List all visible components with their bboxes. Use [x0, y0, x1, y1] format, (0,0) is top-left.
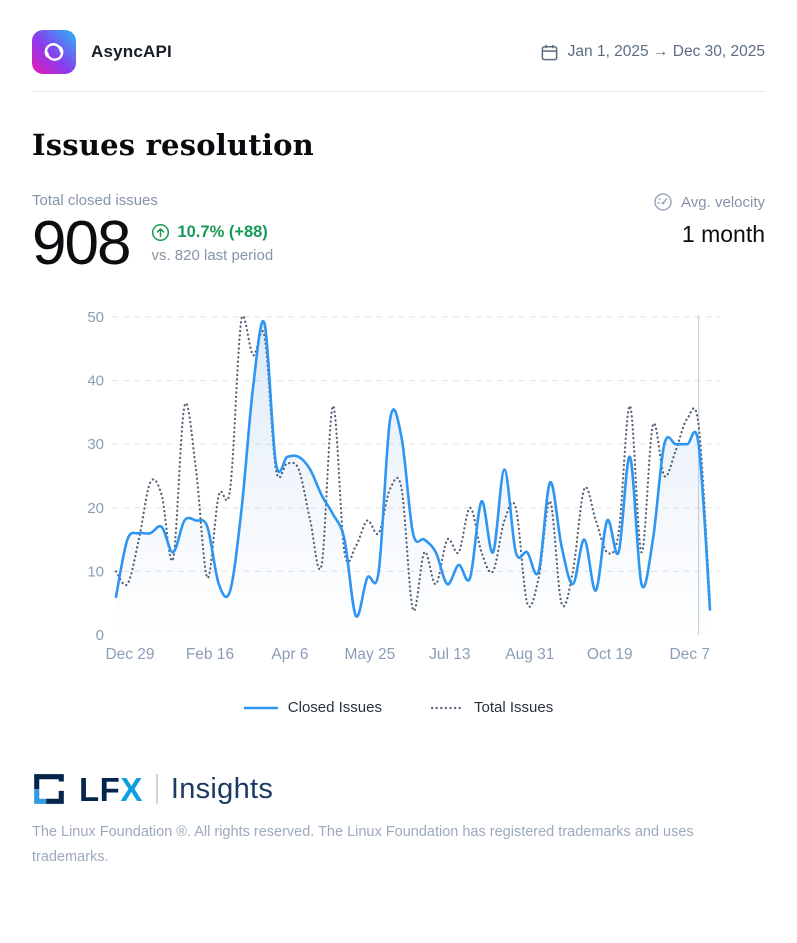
arrow-up-circle-icon: [152, 223, 170, 242]
chart-canvas[interactable]: 0 10 20 30 40 50 Dec 29 Feb 16 Apr 6 May 25 Jul 13…: [32, 303, 732, 667]
page-title: Issues resolution: [32, 128, 314, 162]
svg-text:Feb 16: Feb 16: [186, 646, 234, 663]
delta-percent: 10.7% (+88): [177, 223, 268, 241]
svg-text:May 25: May 25: [344, 646, 395, 663]
lfx-mark-icon: [34, 774, 64, 804]
svg-text:Dec 29: Dec 29: [105, 646, 154, 663]
svg-text:10: 10: [87, 563, 104, 580]
footer: LFX Insights The Linux Foundation ®. All…: [32, 772, 765, 869]
total-closed-label: Total closed issues: [32, 192, 158, 209]
legend-total-issues[interactable]: Total Issues: [430, 699, 553, 716]
copyright-text: The Linux Foundation ®. All rights reser…: [32, 824, 694, 865]
svg-text:Jul 13: Jul 13: [429, 646, 470, 663]
velocity-stat: Avg. velocity 1 month: [653, 192, 765, 248]
report-page: AsyncAPI Jan 1, 2025 → Dec 30, 2025 Issu…: [32, 30, 765, 869]
svg-text:40: 40: [87, 373, 104, 390]
svg-text:Dec 7: Dec 7: [669, 646, 710, 663]
solid-line-swatch-icon: [243, 706, 278, 709]
issues-chart: 0 10 20 30 40 50 Dec 29 Feb 16 Apr 6 May 25 Jul 13…: [32, 303, 765, 716]
svg-text:Oct 19: Oct 19: [587, 646, 633, 663]
dotted-line-swatch-icon: [430, 706, 464, 709]
lfx-wordmark: LFX: [79, 770, 143, 808]
svg-text:Apr 6: Apr 6: [271, 646, 308, 663]
svg-text:50: 50: [87, 309, 104, 326]
asyncapi-logo-icon: [32, 30, 76, 74]
logo-divider: [155, 774, 158, 804]
svg-text:30: 30: [87, 436, 104, 453]
insights-wordmark: Insights: [170, 772, 274, 805]
legend-total-label: Total Issues: [474, 699, 554, 716]
delta-comparison: vs. 820 last period: [151, 247, 274, 264]
org-name: AsyncAPI: [91, 42, 172, 61]
chart-legend: Closed Issues Total Issues: [32, 699, 765, 716]
date-range-label: Jan 1, 2025 → Dec 30, 2025: [567, 43, 765, 60]
total-closed-stat: Total closed issues 908 10.7% (+88) vs. …: [32, 192, 273, 275]
svg-text:20: 20: [87, 500, 104, 517]
header: AsyncAPI Jan 1, 2025 → Dec 30, 2025: [32, 30, 765, 74]
svg-text:0: 0: [96, 627, 104, 644]
lfx-insights-logo: LFX Insights: [32, 772, 765, 806]
org-identity: AsyncAPI: [32, 30, 172, 74]
velocity-value: 1 month: [681, 221, 765, 247]
legend-closed-issues[interactable]: Closed Issues: [243, 699, 382, 716]
calendar-icon: [541, 44, 558, 60]
legend-closed-label: Closed Issues: [287, 699, 382, 716]
header-divider: [32, 91, 765, 92]
svg-text:Aug 31: Aug 31: [505, 646, 554, 663]
total-closed-value: 908: [32, 209, 131, 278]
date-range: Jan 1, 2025 → Dec 30, 2025: [540, 43, 765, 62]
stats-row: Total closed issues 908 10.7% (+88) vs. …: [32, 192, 765, 275]
gauge-icon: [654, 193, 672, 211]
velocity-label: Avg. velocity: [681, 193, 765, 211]
